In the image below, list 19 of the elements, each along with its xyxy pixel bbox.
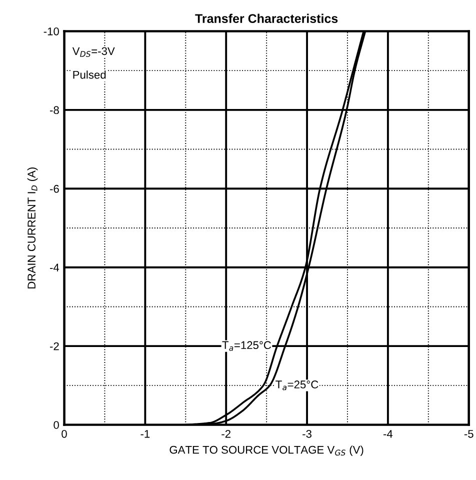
x-axis-title: GATE TO SOURCE VOLTAGE V$_{GS}$ (V) [170,446,364,456]
x-tick-label: -3 [302,430,312,438]
y-axis-title: DRAIN CURRENT I$_{D}$ (A) [27,168,38,288]
y-tick-label: 0 [54,421,59,429]
y-tick-label: -2 [50,342,59,350]
series-label: T$_{a}$=125°C [222,341,272,351]
x-tick-label: 0 [62,430,67,438]
chart-title: Transfer Characteristics [195,14,338,23]
series-label: T$_{a}$=25°C [276,380,318,390]
y-tick-label: -8 [50,106,59,114]
y-tick-label: -10 [44,27,59,36]
x-tick-label: -2 [222,430,230,438]
y-tick-label: -6 [50,184,59,193]
x-tick-label: -5 [464,430,474,438]
y-tick-label: -4 [50,264,60,272]
annotation: Pulsed [73,70,106,79]
x-tick-label: -4 [383,430,393,438]
x-tick-label: -1 [140,430,150,438]
annotation: V$_{DS}$=-3V [72,47,115,57]
